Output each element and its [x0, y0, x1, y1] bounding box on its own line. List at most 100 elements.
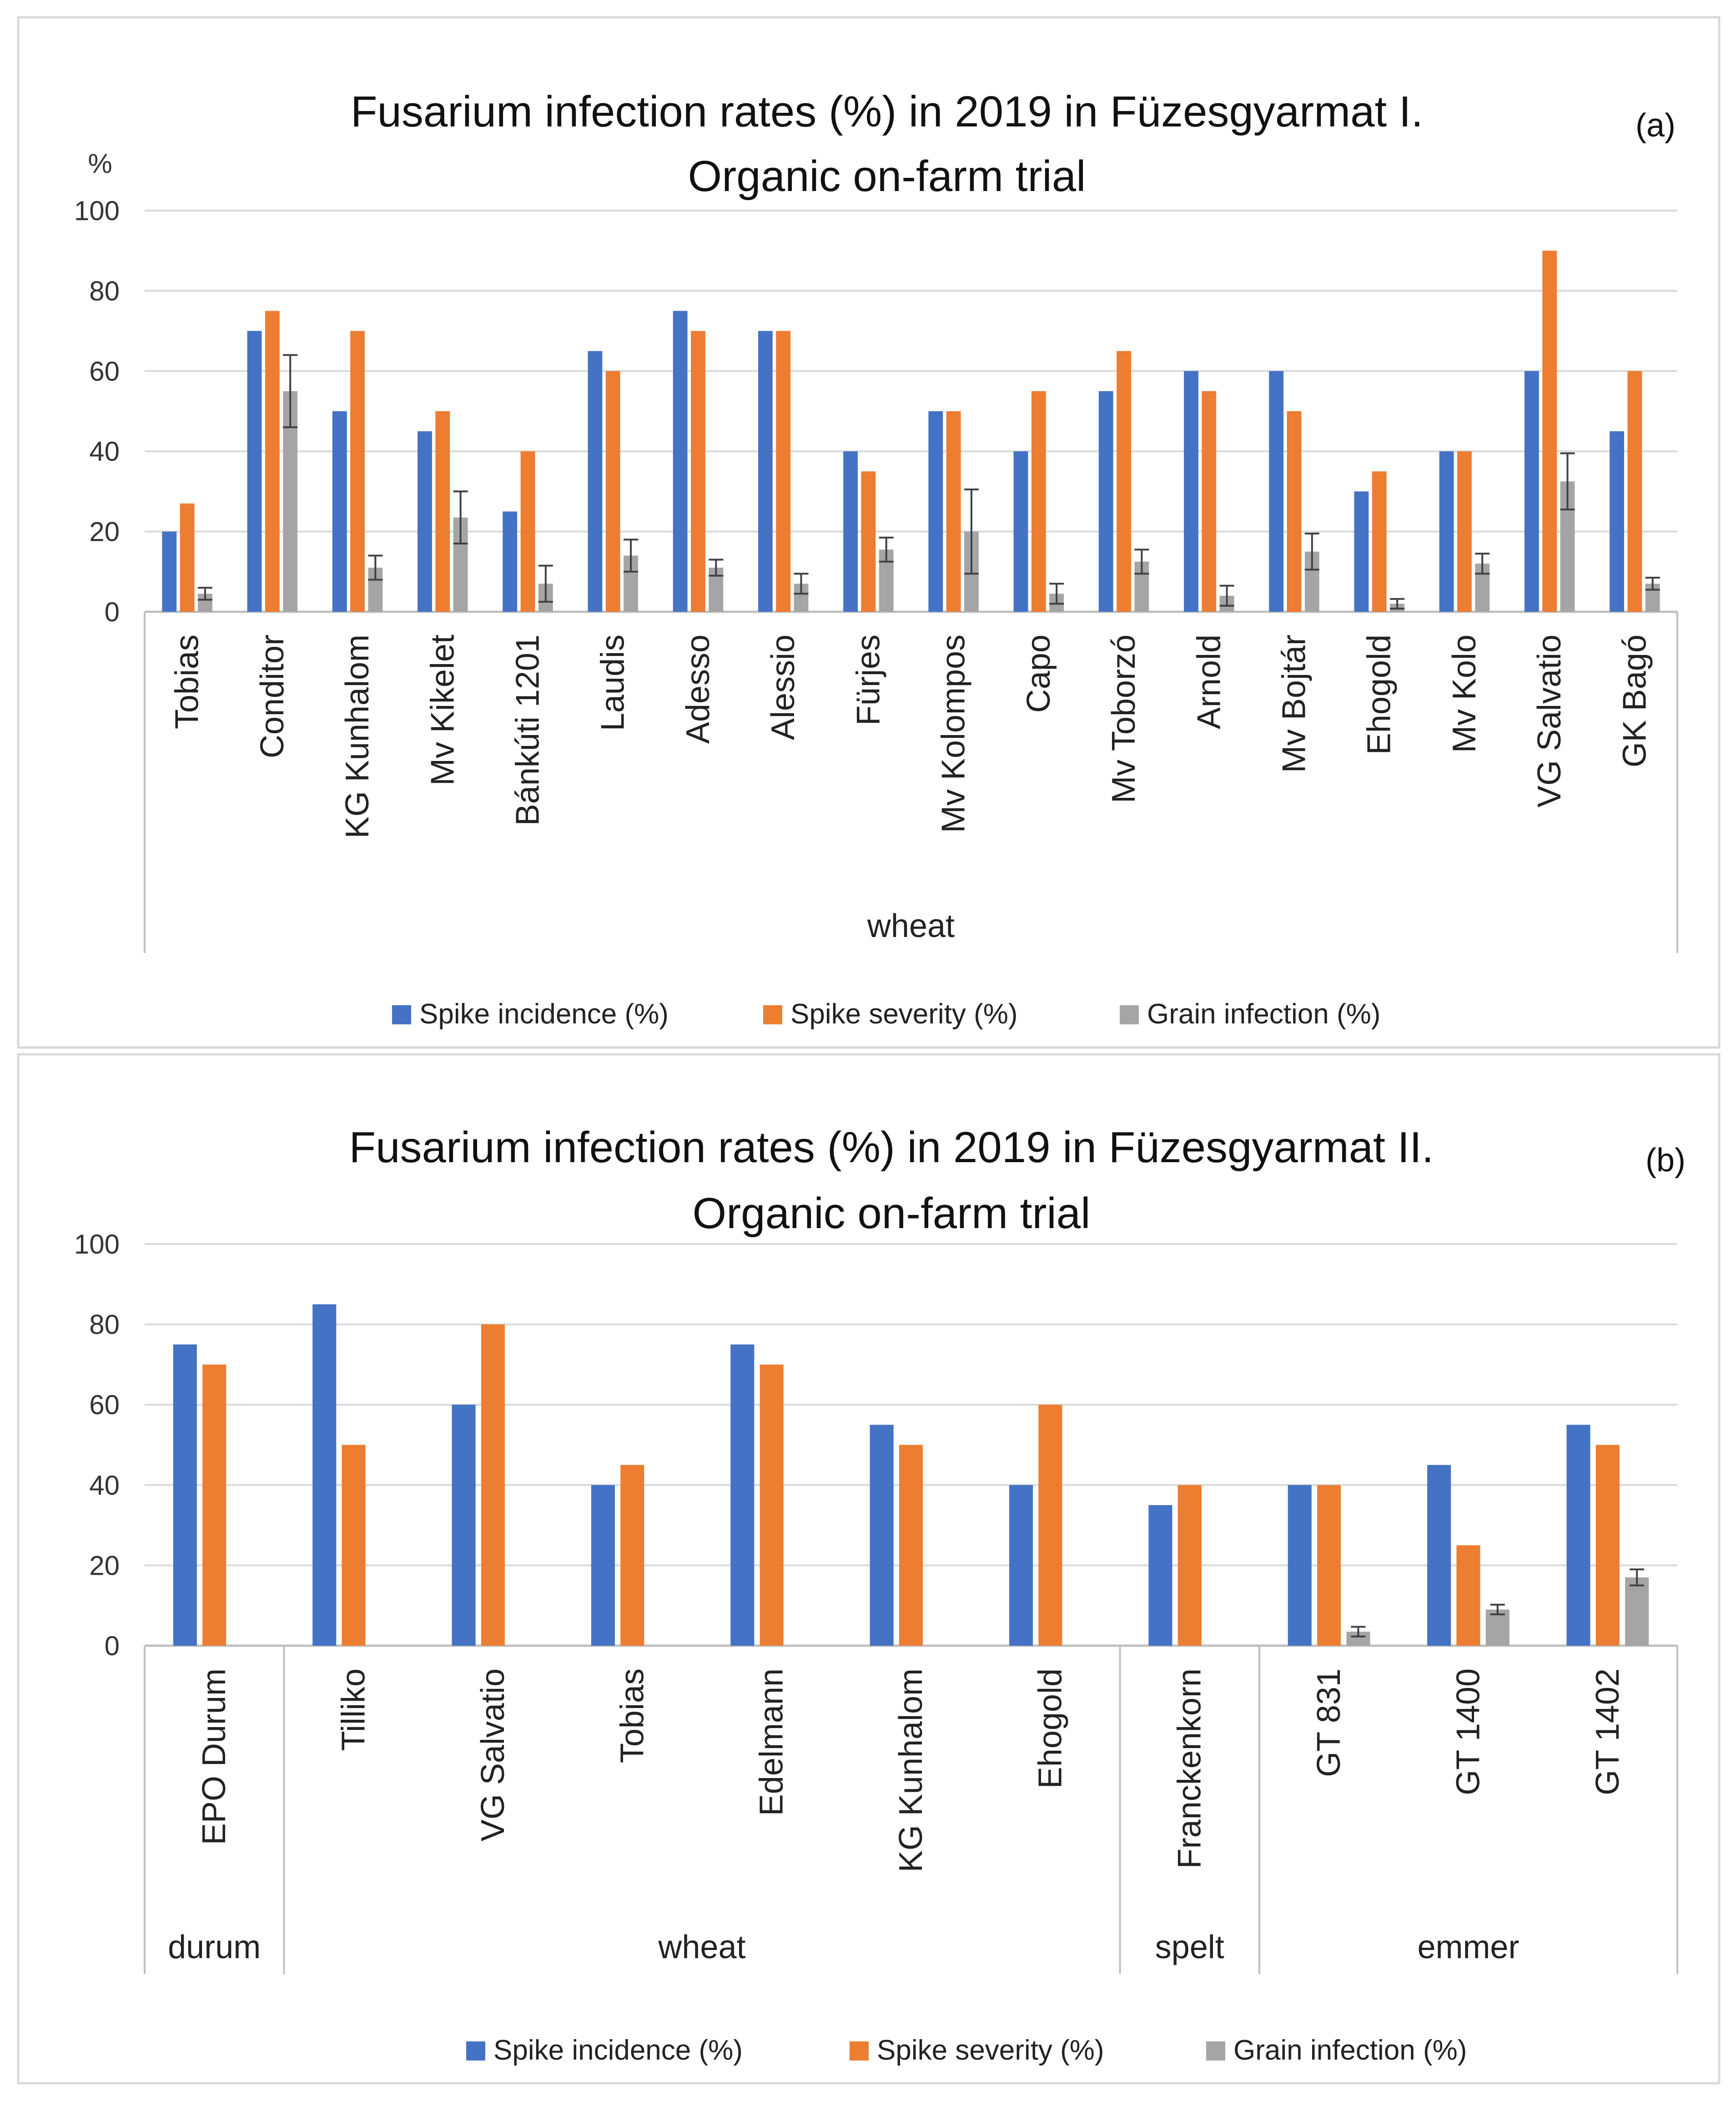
bar-spike-incidence — [588, 351, 603, 612]
x-tick-label: Ehogold — [1032, 1668, 1068, 1789]
y-tick-label: 80 — [89, 1310, 120, 1340]
y-tick-label: 100 — [74, 1229, 120, 1260]
y-tick-label: 0 — [105, 1631, 120, 1661]
bar-spike-severity — [776, 331, 791, 612]
bar-spike-incidence — [173, 1344, 197, 1646]
bar-spike-incidence — [843, 451, 858, 612]
x-tick-label: GT 1400 — [1450, 1668, 1486, 1795]
bar-spike-incidence — [332, 411, 347, 612]
legend-swatch — [1120, 1005, 1139, 1024]
bar-spike-severity — [1202, 391, 1217, 612]
bar-spike-severity — [946, 411, 961, 612]
bar-spike-severity — [1457, 451, 1472, 612]
x-tick-label: Mv Toborzó — [1106, 635, 1142, 803]
x-tick-label: Mv Kolo — [1446, 635, 1483, 753]
bar-spike-incidence — [1354, 491, 1369, 612]
x-tick-label: Tilliko — [336, 1668, 372, 1751]
legend-swatch — [466, 2041, 485, 2061]
y-tick-label: 100 — [74, 196, 120, 226]
bar-spike-severity — [180, 503, 195, 612]
bar-spike-severity — [1627, 371, 1642, 612]
bar-spike-incidence — [1013, 451, 1028, 612]
x-tick-label: VG Salvatio — [475, 1668, 511, 1841]
bar-grain-infection — [1485, 1609, 1510, 1646]
bar-spike-severity — [1542, 251, 1557, 612]
bar-spike-severity — [342, 1445, 366, 1646]
bar-spike-incidence — [758, 331, 773, 612]
bar-spike-incidence — [1269, 371, 1284, 612]
bar-grain-infection — [1625, 1577, 1649, 1646]
bar-spike-incidence — [591, 1485, 615, 1646]
bar-spike-severity — [1287, 411, 1302, 612]
y-tick-label: 20 — [89, 1550, 120, 1581]
bar-spike-incidence — [1524, 371, 1539, 612]
panel-b-plot: 0 20 40 60 80 100 EPO Durum Tilliko VG Salvatio T… — [74, 1229, 1678, 2066]
legend-swatch — [850, 2041, 869, 2061]
x-tick-label: Bánkúti 1201 — [510, 635, 546, 826]
legend-swatch — [392, 1005, 411, 1024]
y-tick-label: 60 — [89, 356, 120, 387]
x-tick-label: Mv Kolompos — [936, 635, 972, 833]
panel-a-plot: 0 20 40 60 80 100 Tobias Conditor KG Kunhalom Mv … — [74, 196, 1678, 1030]
bar-spike-severity — [265, 311, 280, 612]
panel-b-title-line1: Fusarium infection rates (%) in 2019 in … — [349, 1123, 1434, 1172]
panel-b-label: (b) — [1645, 1142, 1686, 1179]
x-tick-label: GK Bagó — [1616, 635, 1653, 767]
legend-label: Grain infection (%) — [1233, 2035, 1467, 2066]
bar-spike-severity — [620, 1465, 644, 1646]
legend-label: Spike incidence (%) — [493, 2035, 743, 2066]
x-tick-label: Edelmann — [754, 1668, 790, 1816]
x-tick-label: Laudis — [595, 635, 631, 731]
bar-spike-incidence — [1439, 451, 1454, 612]
bar-spike-severity — [481, 1324, 505, 1646]
bar-spike-severity — [1117, 351, 1131, 612]
x-tick-label: Mv Bojtár — [1276, 635, 1313, 773]
bar-spike-severity — [202, 1364, 226, 1646]
x-tick-label: Fürjes — [850, 635, 886, 726]
x-tick-label: EPO Durum — [196, 1668, 232, 1845]
group-label: spelt — [1155, 1929, 1224, 1965]
x-tick-label: Tobias — [169, 635, 206, 729]
legend-label: Spike severity (%) — [877, 2035, 1104, 2066]
x-tick-label: KG Kunhalom — [339, 635, 376, 838]
bar-spike-incidence — [1009, 1485, 1033, 1646]
legend-swatch — [763, 1005, 782, 1024]
group-label: wheat — [867, 908, 955, 944]
x-tick-label: Mv Kikelet — [424, 635, 461, 786]
bar-spike-severity — [691, 331, 705, 612]
x-tick-label: GT 1402 — [1590, 1668, 1626, 1795]
group-label: durum — [168, 1929, 261, 1965]
x-tick-label: GT 831 — [1311, 1668, 1347, 1777]
legend-label: Spike incidence (%) — [419, 998, 669, 1030]
bar-spike-incidence — [503, 511, 518, 612]
bar-spike-incidence — [1184, 371, 1198, 612]
x-tick-label: Arnold — [1191, 635, 1227, 729]
bar-spike-severity — [1317, 1485, 1341, 1646]
bar-spike-severity — [350, 331, 365, 612]
bar-spike-severity — [435, 411, 450, 612]
bar-spike-incidence — [1148, 1505, 1172, 1646]
bar-spike-incidence — [673, 311, 688, 612]
x-tick-label: Adesso — [680, 635, 716, 744]
bar-spike-incidence — [1098, 391, 1113, 612]
x-tick-label: Alessio — [765, 635, 801, 740]
bar-spike-incidence — [312, 1304, 337, 1646]
group-label: emmer — [1417, 1929, 1519, 1965]
bar-spike-incidence — [162, 531, 177, 612]
x-tick-label: Ehogold — [1361, 635, 1398, 755]
legend-label: Grain infection (%) — [1147, 998, 1380, 1030]
bar-spike-incidence — [1610, 431, 1624, 612]
bar-spike-severity — [1031, 391, 1046, 612]
x-tick-label: Tobias — [614, 1668, 650, 1763]
x-tick-label: Conditor — [254, 635, 291, 758]
bar-spike-severity — [1595, 1445, 1620, 1646]
bar-spike-incidence — [730, 1344, 755, 1646]
bar-spike-severity — [861, 471, 876, 612]
bar-spike-incidence — [1427, 1465, 1451, 1646]
bar-spike-incidence — [870, 1425, 894, 1646]
legend-swatch — [1206, 2041, 1225, 2061]
y-tick-label: 60 — [89, 1390, 120, 1420]
bar-spike-incidence — [247, 331, 262, 612]
bar-spike-severity — [1372, 471, 1387, 612]
y-tick-label: 20 — [89, 517, 120, 547]
